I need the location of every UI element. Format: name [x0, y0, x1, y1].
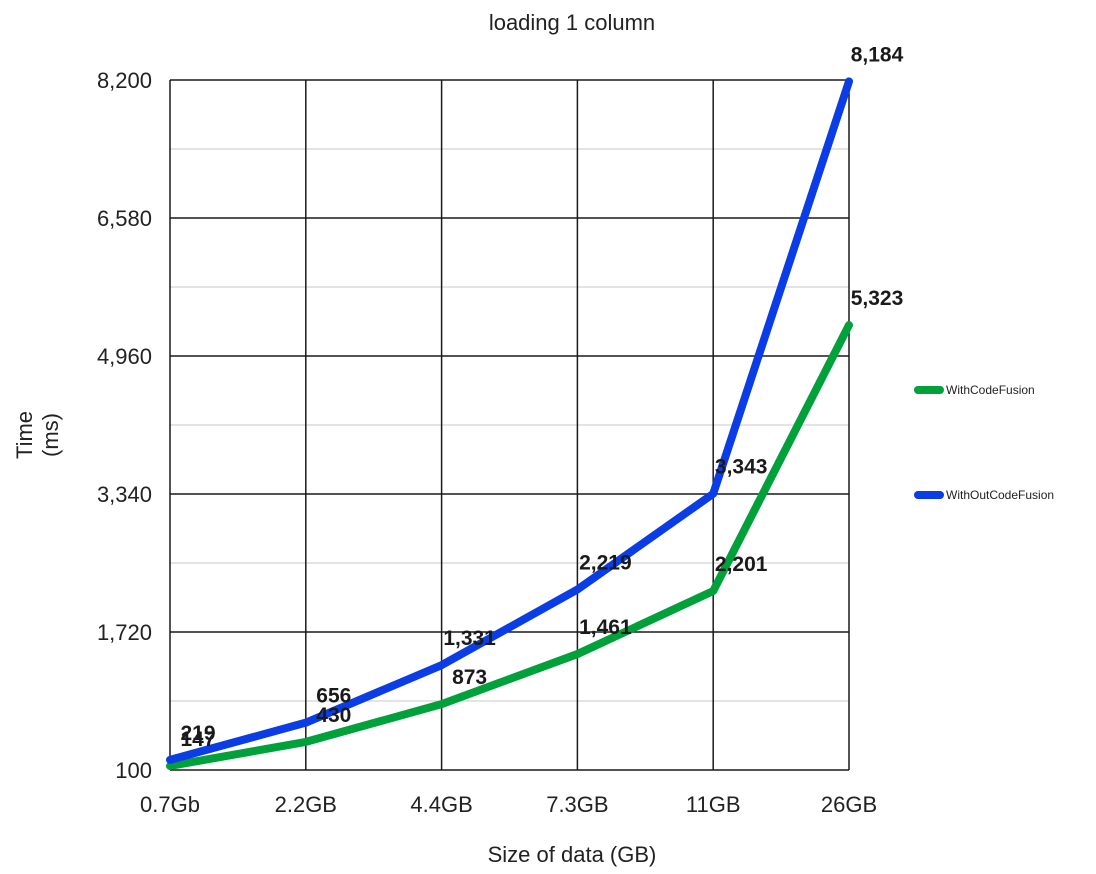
- grid: [169, 79, 850, 771]
- data-label: 1,461: [579, 616, 632, 639]
- chart-title: loading 1 column: [489, 10, 655, 35]
- y-tick-label: 6,580: [97, 206, 152, 231]
- x-tick-label: 2.2GB: [275, 792, 337, 817]
- data-labels: 147 430 873 1,461 2,201 5,323 219 656 1,331 2,219…: [180, 43, 903, 751]
- legend: WithCodeFusion WithOutCodeFusion: [914, 383, 1054, 502]
- y-axis-title-line1: Time: [12, 411, 37, 459]
- data-label: 430: [316, 704, 351, 727]
- data-label: 8,184: [851, 43, 904, 66]
- data-label: 5,323: [851, 287, 904, 310]
- series-lines: [166, 77, 853, 770]
- legend-label: WithCodeFusion: [946, 383, 1035, 397]
- series-line-1: [166, 77, 853, 764]
- y-tick-label: 100: [115, 758, 152, 783]
- data-label: 873: [452, 666, 487, 689]
- y-tick-labels: 100 1,720 3,340 4,960 6,580 8,200: [97, 68, 152, 783]
- y-tick-label: 4,960: [97, 344, 152, 369]
- x-tick-label: 4.4GB: [410, 792, 472, 817]
- x-tick-label: 26GB: [821, 792, 877, 817]
- data-label: 2,201: [715, 553, 768, 576]
- series-line-0: [166, 321, 853, 770]
- data-label: 1,331: [443, 627, 496, 650]
- x-tick-label: 11GB: [686, 792, 741, 817]
- data-label: 656: [316, 685, 351, 708]
- x-tick-label: 0.7Gb: [140, 792, 200, 817]
- x-tick-label: 7.3GB: [546, 792, 608, 817]
- data-label: 219: [180, 722, 215, 745]
- data-label: 147: [180, 728, 215, 751]
- y-tick-label: 8,200: [97, 68, 152, 93]
- x-axis-title: Size of data (GB): [488, 842, 657, 867]
- legend-label: WithOutCodeFusion: [946, 488, 1054, 502]
- y-tick-label: 3,340: [97, 482, 152, 507]
- y-axis-title-line2: (ms): [38, 413, 63, 457]
- x-tick-labels: 0.7Gb 2.2GB 4.4GB 7.3GB 11GB 26GB: [140, 792, 877, 817]
- data-label: 3,343: [715, 456, 768, 479]
- y-tick-label: 1,720: [97, 620, 152, 645]
- data-label: 2,219: [579, 551, 632, 574]
